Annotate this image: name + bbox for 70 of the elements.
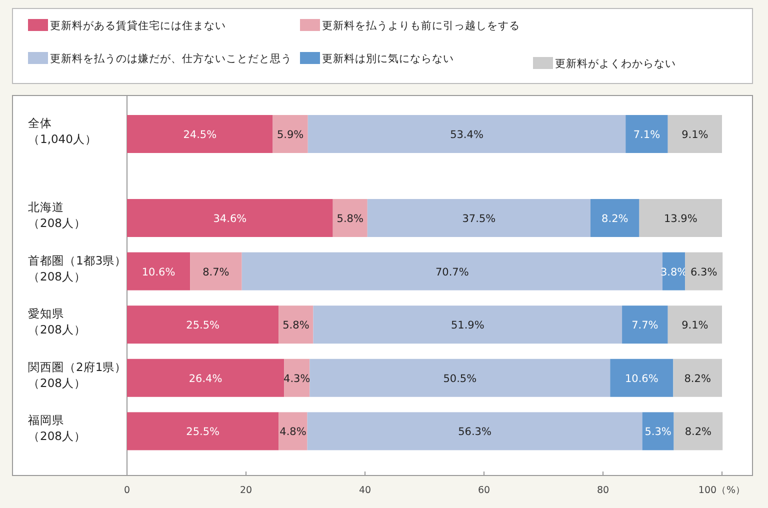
y-tick-label: 関西圏（2府1県）（208人） bbox=[28, 360, 127, 390]
data-label: 7.1% bbox=[633, 129, 660, 141]
bar bbox=[242, 252, 662, 290]
legend-label: 更新料は別に気にならない bbox=[322, 52, 454, 65]
bar bbox=[278, 306, 314, 344]
bar bbox=[674, 412, 723, 450]
y-tick-label: 愛知県（208人） bbox=[28, 306, 86, 337]
y-tick-label: 全体（1,040人） bbox=[28, 116, 97, 146]
data-label: 6.3% bbox=[690, 266, 718, 278]
bar bbox=[639, 199, 722, 237]
data-label: 8.7% bbox=[202, 266, 230, 278]
data-label: 7.7% bbox=[632, 320, 658, 332]
bar bbox=[590, 199, 640, 237]
bar bbox=[367, 199, 591, 237]
bar bbox=[307, 412, 642, 450]
bar bbox=[284, 358, 310, 397]
bar bbox=[685, 252, 723, 290]
bar bbox=[668, 306, 722, 344]
x-tick-label: 80 bbox=[596, 485, 610, 496]
data-label: 8.2% bbox=[684, 426, 712, 438]
data-label: 25.5% bbox=[186, 320, 220, 332]
data-label: 5.3% bbox=[644, 426, 672, 438]
bar bbox=[127, 199, 333, 237]
data-label: 8.2% bbox=[602, 213, 628, 225]
x-tick-label: 40 bbox=[358, 485, 372, 496]
data-label: 9.1% bbox=[682, 320, 708, 332]
data-label: 26.4% bbox=[188, 372, 222, 385]
bar bbox=[332, 199, 368, 237]
data-label: 8.2% bbox=[684, 372, 711, 385]
y-tick-label: 北海道（208人） bbox=[28, 200, 86, 230]
data-label: 53.4% bbox=[450, 129, 484, 141]
bar bbox=[642, 412, 674, 450]
bar bbox=[313, 306, 622, 344]
y-tick-label: 首都圏（1都3県）（208人） bbox=[28, 253, 127, 284]
legend-label: 更新料がある賃貸住宅には住まない bbox=[50, 19, 226, 32]
x-tick-label: 20 bbox=[240, 485, 252, 496]
legend-label: 更新料を払うよりも前に引っ越しをする bbox=[322, 19, 520, 32]
data-label: 5.9% bbox=[276, 129, 304, 141]
bar bbox=[127, 412, 279, 450]
data-label: 50.5% bbox=[443, 372, 477, 385]
data-label: 37.5% bbox=[462, 213, 496, 225]
bar bbox=[673, 358, 722, 397]
data-label: 4.3% bbox=[284, 372, 310, 385]
data-label: 13.9% bbox=[664, 213, 698, 225]
data-label: 24.5% bbox=[183, 129, 217, 141]
data-label: 10.6% bbox=[142, 266, 176, 278]
bar bbox=[310, 358, 610, 397]
data-label: 51.9% bbox=[450, 320, 484, 332]
x-tick-label: 100（%） bbox=[698, 485, 746, 496]
bar bbox=[127, 358, 284, 397]
legend-label: 更新料を払うのは嫌だが、仕方ないことだと思う bbox=[50, 52, 292, 65]
bar bbox=[622, 306, 668, 344]
x-tick-label: 60 bbox=[478, 485, 490, 496]
bar bbox=[278, 412, 308, 450]
data-label: 5.8% bbox=[282, 320, 310, 332]
data-label: 4.8% bbox=[280, 426, 306, 438]
legend-label: 更新料がよくわからない bbox=[555, 57, 676, 70]
bar bbox=[127, 252, 190, 290]
data-label: 10.6% bbox=[624, 372, 658, 385]
bar bbox=[127, 306, 279, 344]
data-label: 9.1% bbox=[682, 129, 708, 141]
y-tick-label: 福岡県（208人） bbox=[28, 413, 86, 444]
data-label: 34.6% bbox=[213, 213, 247, 225]
data-label: 70.7% bbox=[435, 266, 469, 278]
bar bbox=[190, 252, 242, 290]
bar bbox=[610, 358, 674, 397]
data-label: 5.8% bbox=[336, 213, 364, 225]
data-label: 56.3% bbox=[458, 426, 492, 438]
x-tick-label: 0 bbox=[124, 485, 130, 496]
data-label: 25.5% bbox=[186, 426, 220, 438]
